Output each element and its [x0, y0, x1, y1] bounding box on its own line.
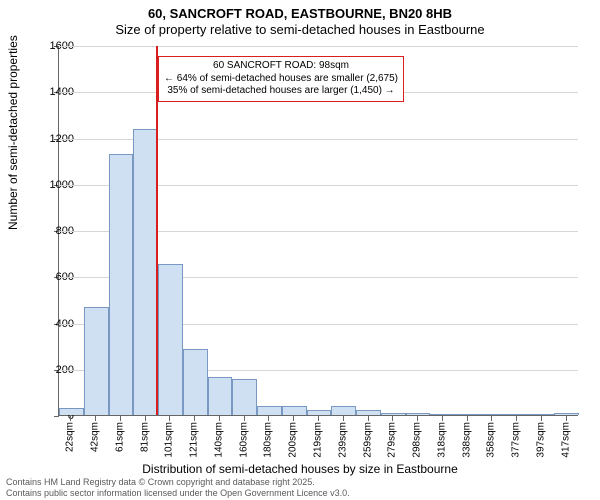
histogram-bar: [282, 406, 307, 415]
x-tick-label: 121sqm: [189, 422, 200, 458]
annotation-box: 60 SANCROFT ROAD: 98sqm ← 64% of semi-de…: [158, 56, 404, 102]
x-tick-label: 42sqm: [90, 422, 101, 452]
histogram-bar: [232, 379, 257, 415]
footer-attribution: Contains HM Land Registry data © Crown c…: [6, 477, 350, 498]
histogram-bar: [331, 406, 356, 415]
histogram-bar: [158, 264, 183, 415]
histogram-bar: [59, 408, 84, 415]
histogram-bar: [406, 413, 431, 415]
x-tick-label: 180sqm: [263, 422, 274, 458]
histogram-bar: [183, 349, 208, 415]
x-tick-label: 318sqm: [436, 422, 447, 458]
histogram-bar: [529, 414, 554, 415]
x-axis-title: Distribution of semi-detached houses by …: [0, 462, 600, 476]
x-tick-label: 101sqm: [164, 422, 175, 458]
title-block: 60, SANCROFT ROAD, EASTBOURNE, BN20 8HB …: [0, 0, 600, 37]
histogram-bar: [307, 410, 332, 415]
x-tick-label: 417sqm: [560, 422, 571, 458]
histogram-bar: [356, 410, 381, 415]
title-sub: Size of property relative to semi-detach…: [0, 22, 600, 37]
histogram-bar: [455, 414, 480, 415]
x-tick-label: 160sqm: [238, 422, 249, 458]
footer-line-2: Contains public sector information licen…: [6, 488, 350, 498]
annotation-line-1: 60 SANCROFT ROAD: 98sqm: [164, 60, 398, 73]
x-tick-label: 81sqm: [139, 422, 150, 452]
annotation-line-2: ← 64% of semi-detached houses are smalle…: [164, 73, 398, 86]
annotation-line-3: 35% of semi-detached houses are larger (…: [164, 85, 398, 98]
x-tick-label: 338sqm: [461, 422, 472, 458]
x-tick-label: 397sqm: [535, 422, 546, 458]
x-tick-label: 259sqm: [362, 422, 373, 458]
x-tick-label: 140sqm: [213, 422, 224, 458]
x-tick-label: 22sqm: [65, 422, 76, 452]
histogram-bar: [208, 377, 233, 415]
x-tick-label: 298sqm: [412, 422, 423, 458]
histogram-bar: [381, 413, 406, 415]
histogram-bar: [480, 414, 505, 415]
y-axis-title: Number of semi-detached properties: [6, 35, 20, 230]
x-tick-label: 239sqm: [337, 422, 348, 458]
histogram-bar: [554, 413, 579, 415]
histogram-bar: [257, 406, 282, 415]
x-tick-label: 61sqm: [114, 422, 125, 452]
histogram-bar: [430, 414, 455, 415]
x-tick-label: 219sqm: [313, 422, 324, 458]
x-tick-label: 358sqm: [486, 422, 497, 458]
chart-plot-area: [58, 46, 578, 416]
histogram-bar: [133, 129, 158, 415]
histogram-bar: [84, 307, 109, 415]
histogram-bar: [109, 154, 134, 415]
title-main: 60, SANCROFT ROAD, EASTBOURNE, BN20 8HB: [0, 6, 600, 21]
x-tick-label: 279sqm: [387, 422, 398, 458]
x-tick-label: 377sqm: [511, 422, 522, 458]
footer-line-1: Contains HM Land Registry data © Crown c…: [6, 477, 350, 487]
x-tick-label: 200sqm: [288, 422, 299, 458]
histogram-bar: [505, 414, 530, 415]
